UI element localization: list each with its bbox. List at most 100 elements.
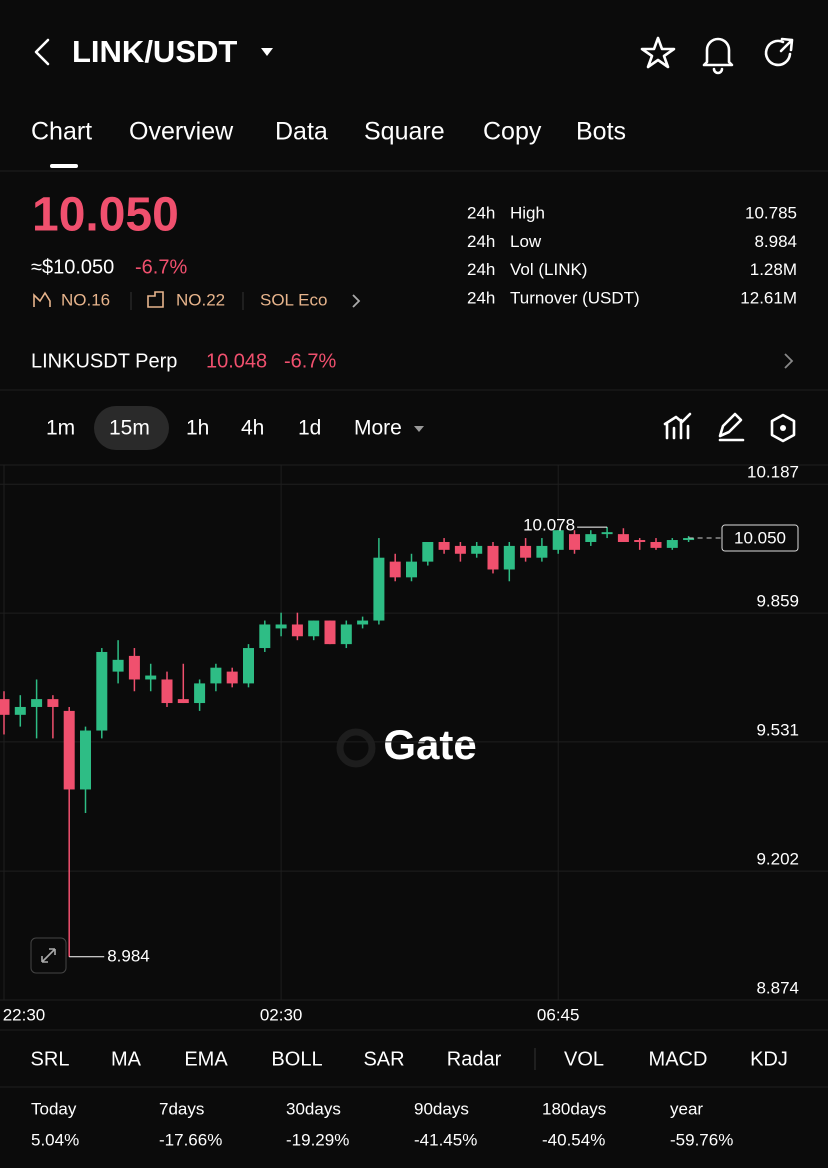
last-price-box: [721, 524, 799, 552]
stat-period: 24h: [467, 288, 495, 307]
stat-label: High: [510, 203, 545, 222]
indicator-tab[interactable]: MA: [111, 1048, 142, 1070]
interval[interactable]: 1h: [186, 417, 209, 440]
share-icon[interactable]: [764, 37, 794, 67]
indicator-tab[interactable]: SAR: [363, 1048, 404, 1070]
candle-body: [471, 545, 483, 554]
candle-body: [226, 671, 238, 684]
back-button[interactable]: [34, 38, 50, 66]
interval-bar: 1m 15m 1h 4h 1d More: [46, 417, 402, 440]
stat-label: Vol (LINK): [510, 260, 587, 279]
indicator-bar: SRL MA EMA BOLL SAR Radar VOL MACD KDJ: [31, 1048, 788, 1070]
candle-body: [601, 532, 613, 535]
candlestick-chart: Gate 10.187 9.859 9.531 9.202 8.874 22:30 02:30…: [0, 463, 828, 1024]
candle-body: [389, 561, 401, 578]
y-tick-label: 9.531: [756, 720, 799, 739]
tab[interactable]: Chart: [31, 118, 92, 146]
interval[interactable]: 4h: [241, 417, 264, 440]
tab[interactable]: Copy: [483, 118, 542, 146]
y-tick-label: 9.859: [756, 592, 799, 611]
performance-period: year: [670, 1099, 703, 1118]
pair-dropdown[interactable]: [261, 48, 273, 56]
price-change: -6.7%: [135, 256, 187, 278]
performance-change: 5.04%: [31, 1130, 79, 1149]
candle-body: [177, 699, 189, 704]
candle-body: [487, 545, 499, 570]
watermark-logo: [336, 728, 376, 768]
performance-row: Today 5.04% 7days -17.66% 30days -19.29% 90day…: [31, 1099, 733, 1149]
candle-body: [585, 534, 597, 542]
rank-icon: [33, 291, 51, 307]
candle-body: [454, 545, 466, 554]
candle-body: [0, 699, 10, 715]
performance-change: -41.45%: [414, 1130, 477, 1149]
performance-period: 7days: [159, 1099, 204, 1118]
candle-body: [145, 675, 157, 680]
tab[interactable]: Data: [275, 118, 328, 146]
badge[interactable]: NO.16: [61, 290, 110, 309]
stat-label: Low: [510, 232, 542, 251]
y-tick-label: 10.187: [747, 463, 799, 482]
candle-body: [210, 667, 222, 684]
more-dropdown[interactable]: [414, 426, 424, 432]
interval[interactable]: 1d: [298, 417, 321, 440]
interval[interactable]: 1m: [46, 417, 75, 440]
draw-icon[interactable]: [718, 412, 745, 442]
indicator-tab[interactable]: KDJ: [750, 1048, 788, 1070]
stat-value: 12.61M: [740, 288, 797, 307]
candle-body: [617, 534, 629, 542]
performance-change: -40.54%: [542, 1130, 605, 1149]
candle-body: [112, 659, 124, 672]
usd-price: ≈$10.050: [31, 256, 114, 278]
high-label: 10.078: [523, 516, 575, 535]
candle-body: [80, 730, 91, 790]
chevron[interactable]: [784, 353, 794, 369]
indicator-tab[interactable]: BOLL: [271, 1048, 322, 1070]
tab-indicator: [50, 164, 78, 168]
badge[interactable]: SOL Eco: [260, 290, 327, 309]
candle-body: [340, 624, 352, 645]
badge[interactable]: NO.22: [176, 290, 225, 309]
rank-icon: [147, 291, 164, 308]
perp-price: 10.048: [206, 350, 267, 372]
x-tick-label: 22:30: [3, 1005, 46, 1024]
stat-period: 24h: [467, 260, 495, 279]
candle-body: [503, 545, 515, 570]
tab[interactable]: Overview: [129, 118, 234, 146]
candle-body: [128, 655, 140, 680]
settings-icon-dot: [780, 425, 786, 431]
performance-change: -17.66%: [159, 1130, 222, 1149]
tab[interactable]: Square: [364, 118, 445, 146]
x-tick-label: 06:45: [537, 1005, 580, 1024]
chevron[interactable]: [352, 294, 361, 308]
perp-name[interactable]: LINKUSDT Perp: [31, 350, 177, 372]
interval[interactable]: 15m: [109, 417, 150, 440]
pair-title[interactable]: LINK/USDT: [72, 34, 237, 69]
y-tick-label: 8.874: [756, 978, 799, 997]
indicator-tab[interactable]: EMA: [184, 1048, 228, 1070]
candle-body: [650, 541, 662, 548]
low-label: 8.984: [107, 946, 150, 965]
stat-period: 24h: [467, 232, 495, 251]
performance-period: Today: [31, 1099, 77, 1118]
last-price: 10.050: [32, 189, 179, 242]
candle-body: [63, 710, 75, 790]
interval[interactable]: More: [354, 417, 402, 440]
candle-body: [422, 541, 434, 562]
fullscreen-icon: [41, 948, 56, 963]
tab[interactable]: Bots: [576, 118, 626, 146]
interval-selected-bg: [94, 406, 169, 450]
indicator-tab[interactable]: SRL: [31, 1048, 70, 1070]
indicator-tab[interactable]: MACD: [649, 1048, 708, 1070]
indicator-icon[interactable]: [663, 412, 692, 440]
performance-period: 90days: [414, 1099, 469, 1118]
performance-period: 30days: [286, 1099, 341, 1118]
favorite-icon[interactable]: [640, 36, 676, 69]
candle-body: [406, 561, 417, 578]
indicator-tab[interactable]: Radar: [447, 1048, 502, 1070]
indicator-tab[interactable]: VOL: [564, 1048, 604, 1070]
alert-icon[interactable]: [702, 37, 734, 75]
settings-icon[interactable]: [770, 413, 796, 443]
